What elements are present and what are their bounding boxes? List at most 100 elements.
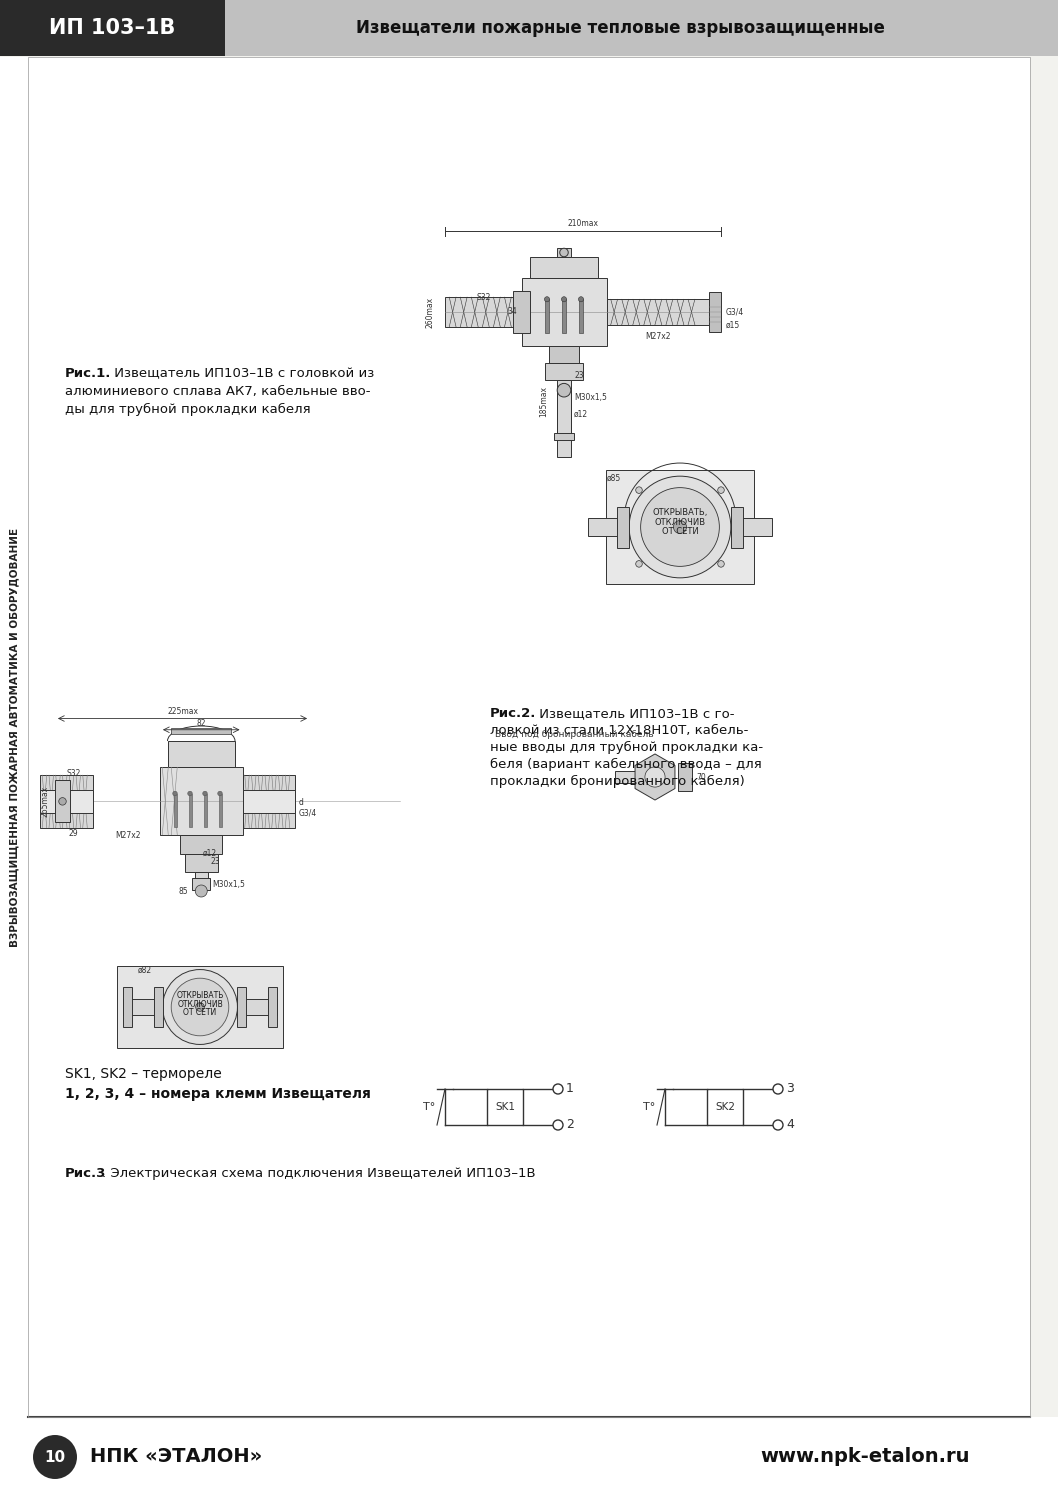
Bar [549, 346, 580, 362]
Text: 210max: 210max [568, 219, 599, 228]
Text: ные вводы для трубной прокладки ка-: ные вводы для трубной прокладки ка- [490, 741, 763, 754]
Bar [562, 299, 566, 334]
Text: 265max: 265max [40, 786, 49, 817]
Text: T°: T° [423, 1102, 435, 1112]
Circle shape [187, 792, 193, 796]
Circle shape [579, 296, 584, 302]
Text: 85: 85 [178, 888, 187, 897]
Text: ø85: ø85 [606, 473, 621, 482]
Text: алюминиевого сплава АК7, кабельные вво-: алюминиевого сплава АК7, кабельные вво- [65, 385, 370, 398]
Text: 23: 23 [574, 371, 584, 380]
Bar [545, 299, 549, 334]
Circle shape [674, 521, 687, 533]
Bar [678, 762, 692, 792]
Polygon shape [635, 754, 675, 799]
Circle shape [172, 792, 178, 796]
Bar [707, 1088, 743, 1126]
Circle shape [641, 488, 719, 566]
Text: ИП 103–1В: ИП 103–1В [49, 18, 176, 37]
Circle shape [33, 1436, 77, 1479]
Bar [513, 290, 530, 334]
Bar [203, 793, 206, 828]
Text: Извещатель ИП103–1В с головкой из: Извещатель ИП103–1В с головкой из [110, 367, 375, 380]
Text: . Электрическая схема подключения Извещателей ИП103–1В: . Электрическая схема подключения Извеща… [102, 1168, 535, 1180]
Bar [237, 998, 277, 1015]
Text: Извещатели пожарные тепловые взрывозащищенные: Извещатели пожарные тепловые взрывозащищ… [355, 19, 884, 37]
Bar [0, 57, 28, 1418]
Text: 70: 70 [696, 772, 706, 781]
Circle shape [562, 296, 566, 302]
Text: 185max: 185max [540, 386, 549, 416]
Text: ø15: ø15 [726, 320, 740, 329]
Text: M30x1,5: M30x1,5 [213, 880, 245, 889]
Circle shape [630, 476, 731, 578]
Bar [522, 278, 606, 346]
Text: M27x2: M27x2 [115, 831, 141, 840]
Bar [237, 987, 247, 1027]
Circle shape [553, 1084, 563, 1094]
Circle shape [59, 798, 67, 805]
Circle shape [171, 978, 229, 1036]
Text: ОТКЛЮЧИВ: ОТКЛЮЧИВ [655, 518, 706, 527]
Bar [153, 987, 163, 1027]
Bar [193, 879, 211, 889]
Text: Рис.1.: Рис.1. [65, 367, 111, 380]
Text: ОТКЛЮЧИВ: ОТКЛЮЧИВ [177, 1000, 223, 1009]
Text: Ввод под бронированный кабель: Ввод под бронированный кабель [495, 731, 654, 740]
Text: G3/4: G3/4 [298, 808, 317, 817]
Text: ø12: ø12 [203, 849, 217, 858]
Bar [174, 793, 177, 828]
Text: 4: 4 [786, 1118, 794, 1132]
Circle shape [545, 296, 549, 302]
Text: M30x1,5: M30x1,5 [574, 392, 607, 401]
Circle shape [203, 792, 207, 796]
Text: беля (вариант кабельного ввода – для: беля (вариант кабельного ввода – для [490, 757, 762, 771]
Circle shape [196, 885, 207, 897]
Circle shape [560, 249, 568, 257]
Text: Рис.2.: Рис.2. [490, 707, 536, 720]
Bar [616, 771, 640, 783]
Circle shape [558, 383, 571, 397]
Bar [188, 793, 191, 828]
Bar [445, 296, 522, 326]
Circle shape [636, 487, 642, 494]
Text: 10: 10 [44, 1449, 66, 1464]
Bar [171, 728, 232, 734]
Text: www.npk-etalon.ru: www.npk-etalon.ru [761, 1448, 970, 1467]
Text: 225max: 225max [167, 707, 198, 716]
Text: прокладки бронированного кабеля): прокладки бронированного кабеля) [490, 775, 745, 787]
Text: 34: 34 [508, 307, 517, 316]
Text: S32: S32 [476, 293, 491, 302]
Bar [606, 299, 709, 325]
Bar [117, 966, 282, 1048]
Circle shape [553, 1120, 563, 1130]
Circle shape [196, 1003, 204, 1012]
Bar [40, 775, 92, 828]
Circle shape [717, 487, 725, 494]
Bar [180, 835, 222, 853]
Text: 29: 29 [69, 829, 78, 838]
Text: Рис.3: Рис.3 [65, 1168, 107, 1180]
Bar [242, 775, 295, 828]
Text: SK1, SK2 – термореле: SK1, SK2 – термореле [65, 1067, 222, 1081]
Text: Извещатель ИП103–1В с го-: Извещатель ИП103–1В с го- [535, 707, 734, 720]
Bar [558, 380, 571, 457]
Bar [606, 470, 753, 584]
Text: ОТ СЕТИ: ОТ СЕТИ [183, 1009, 217, 1018]
Bar [487, 1088, 523, 1126]
Bar [195, 873, 208, 882]
Bar [617, 506, 630, 548]
Text: 3: 3 [786, 1082, 794, 1096]
Text: 260max: 260max [425, 296, 434, 328]
Bar [0, 1418, 1058, 1497]
Bar [219, 793, 221, 828]
Bar [709, 292, 722, 331]
Circle shape [773, 1120, 783, 1130]
Bar [0, 0, 225, 55]
Text: ø12: ø12 [574, 410, 588, 419]
Text: d: d [298, 798, 304, 807]
Text: 82: 82 [197, 719, 206, 728]
Bar [123, 987, 131, 1027]
Bar [185, 853, 218, 873]
Text: ловкой из стали 12Х18Н10Т, кабель-: ловкой из стали 12Х18Н10Т, кабель- [490, 725, 748, 737]
